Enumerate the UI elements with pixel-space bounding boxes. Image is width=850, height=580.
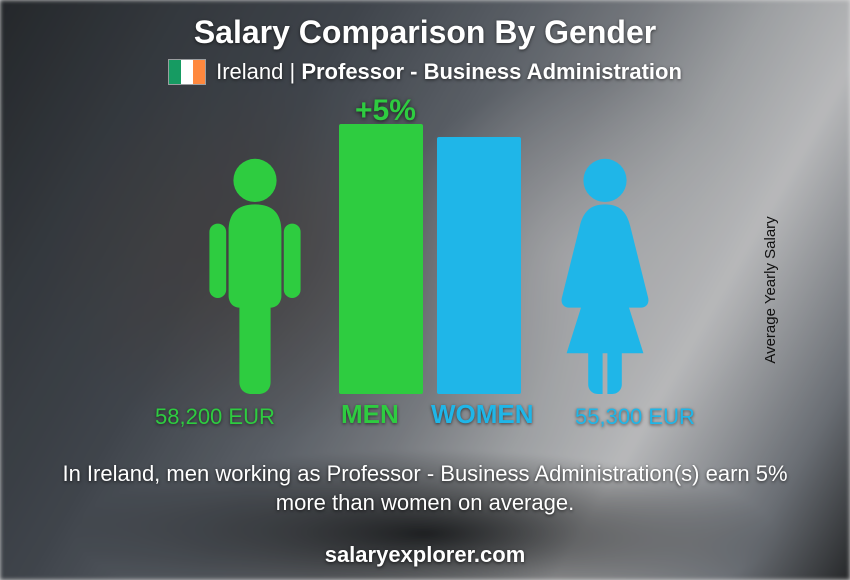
men-label: MEN — [341, 399, 399, 430]
women-label: WOMEN — [431, 399, 534, 430]
description: In Ireland, men working as Professor - B… — [55, 459, 795, 518]
men-pct-label: +5% — [355, 94, 416, 128]
chart-area: +5% 58,200 EUR MEN WOMEN 55,300 EUR — [105, 90, 745, 430]
subtitle: Ireland | Professor - Business Administr… — [216, 59, 682, 85]
subtitle-row: Ireland | Professor - Business Administr… — [0, 59, 850, 85]
title: Salary Comparison By Gender — [0, 14, 850, 51]
infographic-content: Salary Comparison By Gender Ireland | Pr… — [0, 0, 850, 580]
men-salary: 58,200 EUR — [155, 404, 275, 430]
women-salary: 55,300 EUR — [575, 404, 695, 430]
women-bar — [437, 137, 521, 394]
ireland-flag-icon — [168, 59, 206, 85]
man-icon — [195, 154, 315, 394]
footer-site: salaryexplorer.com — [325, 542, 526, 568]
separator: | — [289, 59, 301, 84]
woman-icon — [545, 154, 665, 394]
country: Ireland — [216, 59, 283, 84]
men-bar — [339, 124, 423, 394]
job-title: Professor - Business Administration — [301, 59, 682, 84]
y-axis-label: Average Yearly Salary — [762, 216, 779, 363]
